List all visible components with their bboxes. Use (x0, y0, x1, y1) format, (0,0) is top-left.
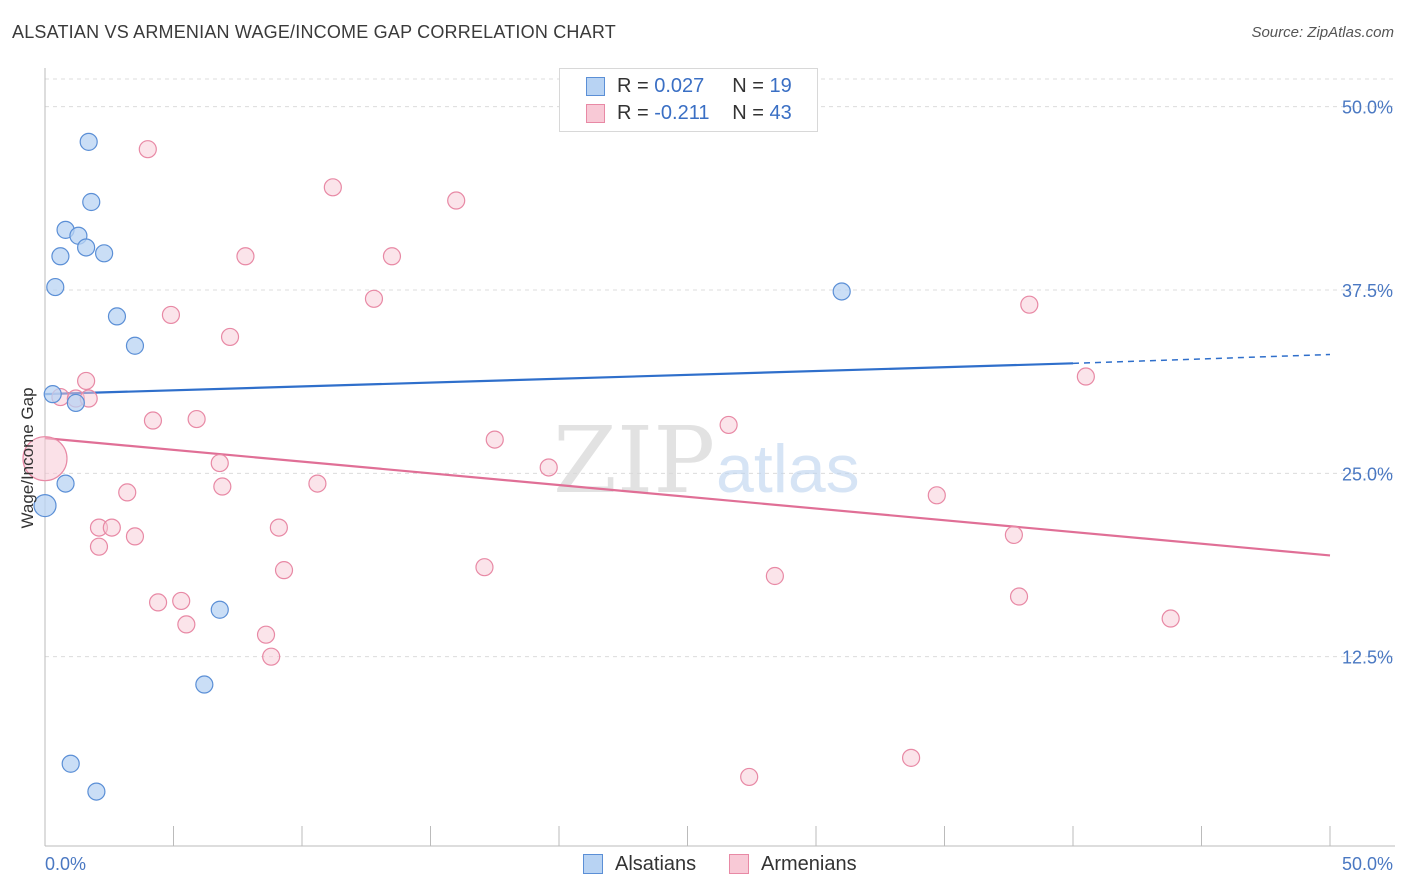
armenian-point (236, 247, 255, 266)
bottom-legend-alsatians: Alsatians (583, 850, 696, 878)
armenian-point (308, 474, 327, 493)
alsatian-point (79, 132, 98, 151)
legend-r-label: R = (617, 101, 655, 124)
legend-n-label: N = (732, 74, 770, 97)
legend-r-value: 0.027 (654, 74, 705, 97)
legend-n-value: 19 (769, 74, 792, 97)
trend-lines (44, 353, 1331, 557)
armenian-point (210, 453, 229, 473)
armenian-point (447, 191, 466, 210)
alsatian-point (61, 754, 80, 773)
x-tick-label: 0.0% (45, 854, 86, 874)
legend-row-alsatians: R = 0.027 N = 19 (586, 73, 792, 99)
alsatian-point (43, 385, 62, 404)
armenian-point (274, 561, 294, 580)
armenian-point (89, 537, 109, 556)
alsatian-point (51, 247, 70, 266)
alsatian-point (95, 244, 114, 263)
armenian-point (927, 486, 946, 505)
y-tick-label: 12.5% (1342, 648, 1393, 668)
legend-n-label: N = (732, 101, 770, 124)
armenian-point (740, 767, 759, 787)
source-label: Source: ZipAtlas.com (1251, 24, 1394, 41)
chart-title: ALSATIAN VS ARMENIAN WAGE/INCOME GAP COR… (12, 22, 616, 42)
alsatian-point (82, 192, 101, 212)
alsatian-point (66, 393, 85, 413)
y-tick-label: 25.0% (1342, 464, 1393, 484)
armenian-point (138, 140, 157, 159)
bottom-legend-alsatians-label: Alsatians (615, 852, 697, 875)
armenian-point (269, 518, 288, 537)
armenian-point (172, 591, 191, 611)
armenian-point (256, 625, 276, 644)
alsatian-swatch (586, 76, 605, 96)
watermark: ZIP atlas (553, 407, 860, 514)
armenian-trend-line (44, 437, 1331, 557)
armenian-point (382, 247, 402, 266)
armenian-point (22, 436, 68, 482)
armenian-point (161, 305, 181, 325)
armenian-point (1076, 367, 1095, 386)
armenian-point (1004, 525, 1023, 545)
y-tick-label: 37.5% (1342, 281, 1393, 301)
y-axis-label: Wage/Income Gap (18, 387, 37, 528)
armenian-point (475, 558, 494, 577)
armenian-point (485, 430, 504, 449)
gridlines (45, 78, 1395, 658)
armenian-point (220, 327, 240, 347)
alsatian-point (195, 675, 214, 694)
armenian-point (765, 566, 784, 586)
armenian-point (539, 458, 558, 477)
armenian-point (901, 748, 921, 767)
armenian-point (262, 647, 281, 666)
alsatian-swatch (583, 854, 603, 874)
legend-r-value: -0.211 (654, 101, 710, 124)
alsatian-point (33, 494, 57, 518)
armenian-point (1161, 609, 1180, 628)
data-points (22, 132, 1180, 801)
armenian-swatch (729, 854, 749, 874)
armenian-point (177, 615, 196, 634)
armenian-point (1020, 295, 1039, 314)
alsatian-point (107, 307, 127, 326)
correlation-legend: R = 0.027 N = 19 R = -0.211 N = 43 (559, 68, 818, 132)
armenian-point (102, 518, 121, 537)
x-tick-label: 50.0% (1342, 854, 1393, 874)
armenian-point (148, 593, 168, 612)
armenian-point (719, 415, 738, 435)
alsatian-point (832, 282, 851, 301)
armenian-swatch (586, 103, 605, 123)
armenian-point (125, 527, 145, 546)
bottom-legend-armenians: Armenians (729, 850, 857, 878)
armenian-point (213, 477, 232, 496)
alsatian-trend-extension (1072, 353, 1331, 365)
watermark-atlas: atlas (716, 431, 860, 507)
alsatian-trend-line (44, 362, 1074, 396)
armenian-point (77, 371, 96, 391)
alsatian-point (46, 277, 65, 297)
alsatian-point (56, 474, 75, 493)
armenian-point (323, 178, 342, 197)
y-tick-label: 50.0% (1342, 98, 1393, 118)
legend-row-armenians: R = -0.211 N = 43 (586, 100, 792, 126)
armenian-point (1009, 587, 1029, 606)
armenian-point (364, 289, 384, 308)
alsatian-point (210, 600, 229, 619)
alsatian-point (87, 782, 106, 801)
armenian-point (118, 483, 137, 502)
legend-r-label: R = (617, 74, 655, 97)
legend-n-value: 43 (769, 101, 792, 124)
tick-labels: 12.5% 25.0% 37.5% 50.0% 0.0% 50.0% (45, 98, 1393, 874)
bottom-legend-armenians-label: Armenians (761, 852, 857, 875)
alsatian-point (125, 336, 145, 355)
alsatian-point (77, 238, 96, 257)
armenian-point (143, 411, 163, 430)
armenian-point (187, 409, 206, 429)
